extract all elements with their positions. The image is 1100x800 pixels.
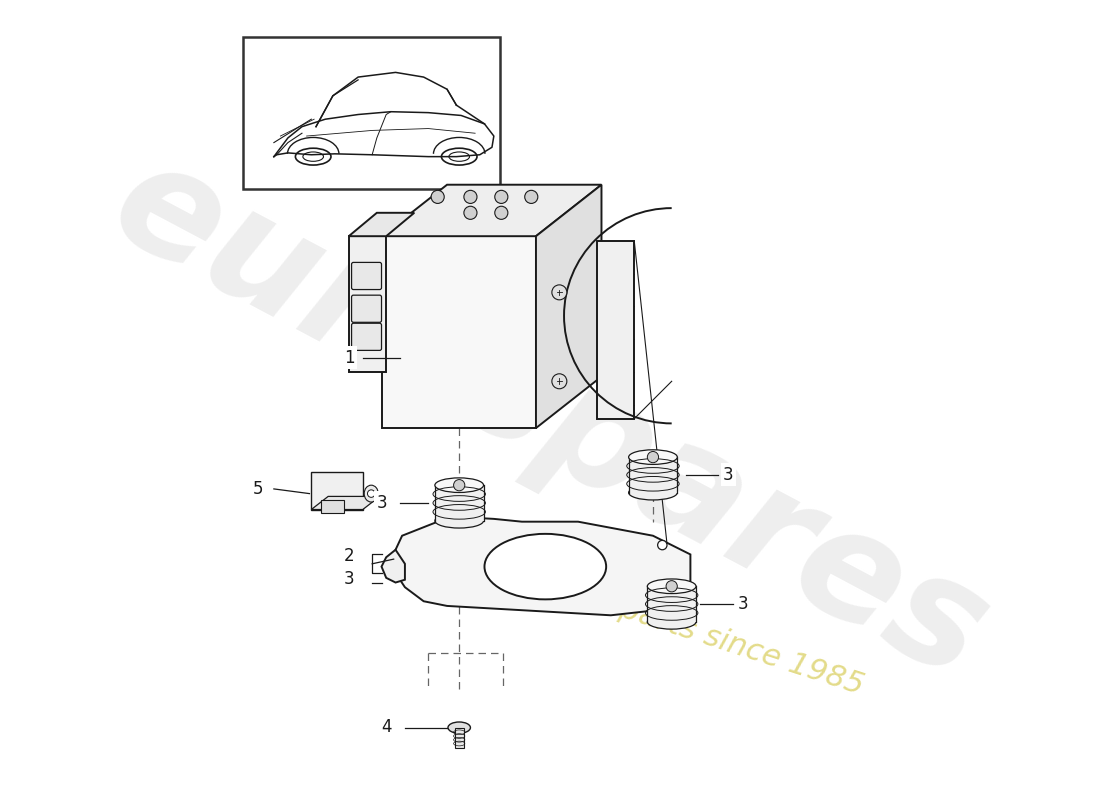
Text: 5: 5 — [252, 480, 263, 498]
Ellipse shape — [434, 478, 484, 493]
Text: a passion for parts since 1985: a passion for parts since 1985 — [420, 530, 867, 700]
Ellipse shape — [628, 450, 678, 464]
Circle shape — [454, 514, 464, 523]
Circle shape — [658, 541, 667, 550]
FancyBboxPatch shape — [352, 295, 382, 322]
Circle shape — [495, 206, 508, 219]
Circle shape — [552, 374, 567, 389]
Bar — [243, 37, 500, 190]
Bar — [454, 728, 464, 748]
Polygon shape — [382, 185, 602, 236]
Text: 1: 1 — [344, 349, 354, 366]
Polygon shape — [434, 485, 484, 521]
FancyBboxPatch shape — [352, 262, 382, 290]
Text: eurospares: eurospares — [89, 126, 1011, 711]
Polygon shape — [394, 517, 691, 615]
Circle shape — [464, 190, 477, 203]
Ellipse shape — [448, 722, 471, 734]
Circle shape — [525, 190, 538, 203]
Polygon shape — [311, 497, 379, 510]
Bar — [311, 472, 363, 510]
Text: 3: 3 — [344, 570, 354, 588]
Ellipse shape — [647, 614, 696, 629]
Circle shape — [552, 285, 567, 300]
Polygon shape — [647, 586, 696, 622]
Text: 3: 3 — [737, 594, 748, 613]
Circle shape — [647, 451, 659, 462]
Ellipse shape — [647, 579, 696, 594]
Ellipse shape — [434, 514, 484, 528]
Polygon shape — [628, 457, 678, 493]
Text: 3: 3 — [723, 466, 734, 483]
Circle shape — [464, 206, 477, 219]
Bar — [382, 236, 536, 428]
Bar — [321, 500, 344, 514]
Text: 3: 3 — [377, 494, 387, 512]
Text: 2: 2 — [344, 547, 354, 565]
Circle shape — [453, 479, 465, 490]
Circle shape — [667, 581, 678, 592]
Ellipse shape — [364, 485, 378, 502]
FancyBboxPatch shape — [352, 323, 382, 350]
Bar — [597, 241, 635, 418]
Circle shape — [367, 490, 375, 498]
Circle shape — [495, 190, 508, 203]
Polygon shape — [349, 213, 415, 236]
Bar — [349, 236, 386, 372]
Ellipse shape — [484, 534, 606, 599]
Polygon shape — [382, 550, 405, 582]
Circle shape — [431, 190, 444, 203]
Circle shape — [648, 602, 658, 610]
Text: 4: 4 — [382, 718, 392, 736]
Polygon shape — [536, 185, 602, 428]
Ellipse shape — [628, 486, 678, 500]
